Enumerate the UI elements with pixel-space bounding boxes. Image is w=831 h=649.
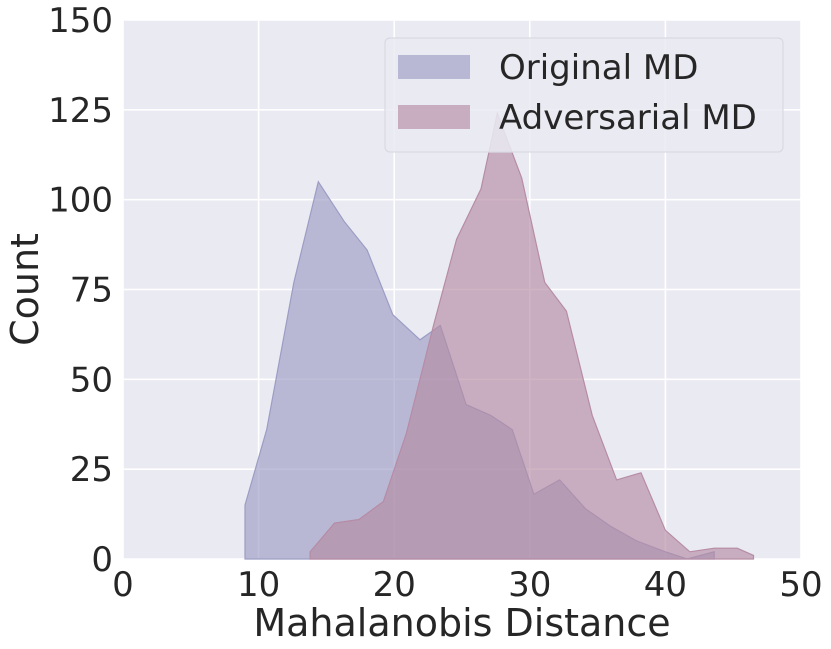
series-areas: [244, 111, 755, 560]
y-tick-label: 100: [48, 181, 113, 221]
legend-label-adversarial-md: Adversarial MD: [499, 98, 757, 138]
legend-swatch-original-md: [398, 55, 470, 79]
legend-box: [384, 37, 784, 153]
y-tick-label: 50: [70, 360, 113, 400]
x-tick-label: 0: [112, 565, 134, 605]
legend-label-original-md: Original MD: [499, 48, 698, 88]
legend-swatch-adversarial-md: [398, 105, 470, 129]
legend: Original MD Adversarial MD: [384, 37, 784, 153]
x-tick-label: 50: [779, 565, 822, 605]
tick-labels: 0 10 20 30 40 50 0 25 50 75 100 125 150: [48, 1, 823, 605]
x-tick-label: 20: [373, 565, 416, 605]
y-tick-label: 0: [91, 540, 113, 580]
y-tick-label: 150: [48, 1, 113, 41]
x-tick-label: 30: [508, 565, 551, 605]
x-tick-label: 10: [237, 565, 280, 605]
y-axis-label: Count: [3, 233, 47, 346]
y-tick-label: 25: [70, 450, 113, 490]
x-tick-label: 40: [644, 565, 687, 605]
y-tick-label: 125: [48, 91, 113, 131]
x-axis-label: Mahalanobis Distance: [253, 601, 670, 645]
y-tick-label: 75: [70, 271, 113, 311]
area-adversarial-md: [309, 111, 755, 560]
